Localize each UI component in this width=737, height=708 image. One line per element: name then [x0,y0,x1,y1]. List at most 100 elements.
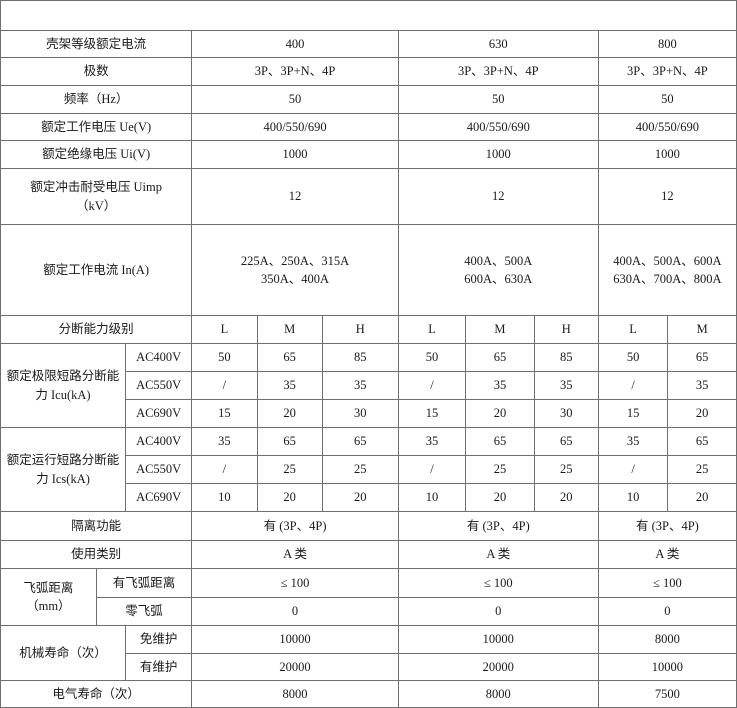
cell-icu-ac400v-800-m: 65 [667,343,737,372]
cell-frame-rating-400: 400 [191,30,399,58]
sub-label-icu-ac550v: AC550V [124,371,193,400]
cell-ics-ac400v-800-m: 65 [667,427,737,456]
cell-arc-zero-630: 0 [397,597,599,626]
cell-ics-ac550v-630-l: / [397,455,467,484]
cell-icu-ac550v-630-h: 35 [533,371,599,400]
cell-ics-ac550v-630-m: 25 [465,455,535,484]
cell-ics-ac550v-400-m: 25 [256,455,323,484]
table-row-icu-ac400v: 额定极限短路分断能力 Icu(kA) AC400V 50 65 85 50 65… [0,343,737,428]
row-label-utilization: 使用类别 [0,540,193,569]
row-label-breaking-grade: 分断能力级别 [0,315,193,344]
cell-ics-ac400v-800-l: 35 [597,427,669,456]
cell-icu-ac550v-630-m: 35 [465,371,535,400]
cell-icu-ac550v-630-l: / [397,371,467,400]
row-label-frame-rating: 壳架等级额定电流 [0,30,193,58]
sub-label-arc-with: 有飞弧距离 [95,568,193,598]
table-row-breaking-grade: 分断能力级别 L M H L M H L M [0,315,737,344]
cell-frequency-800: 50 [597,85,737,114]
row-label-ui: 额定绝缘电压 Ui(V) [0,140,193,169]
cell-uimp-800: 12 [597,168,737,225]
table-row-ics-ac400v: 额定运行短路分断能力 Ics(kA) AC400V 35 65 65 35 65… [0,427,737,512]
cell-arc-with-400: ≤ 100 [191,568,399,598]
cell-icu-ac690v-800-l: 15 [597,399,669,428]
cell-mech-maint-800: 10000 [597,653,737,681]
cell-ics-ac400v-630-l: 35 [397,427,467,456]
table-row-ics-ac550v: AC550V / 25 25 / 25 25 / 25 [1,455,737,484]
cell-ics-ac400v-400-h: 65 [321,427,399,456]
sub-label-ics-ac550v: AC550V [124,455,193,484]
cell-isolation-630: 有 (3P、4P) [397,511,599,541]
cell-ui-800: 1000 [597,140,737,169]
sub-label-icu-ac400v: AC400V [124,343,193,372]
grade-header-400-h: H [321,315,399,344]
cell-icu-ac400v-630-l: 50 [397,343,467,372]
cell-icu-ac400v-630-h: 85 [533,343,599,372]
table-row-isolation: 隔离功能 有 (3P、4P) 有 (3P、4P) 有 (3P、4P) [0,511,737,541]
table-title-row: 基本信息 [0,0,737,31]
cell-isolation-400: 有 (3P、4P) [191,511,399,541]
cell-in-630: 400A、500A 600A、630A [397,224,599,316]
cell-icu-ac550v-400-m: 35 [256,371,323,400]
cell-uimp-400: 12 [191,168,399,225]
cell-arc-with-630: ≤ 100 [397,568,599,598]
table-row-icu-ac690v: AC690V 15 20 30 15 20 30 15 20 [1,399,737,428]
cell-isolation-800: 有 (3P、4P) [597,511,737,541]
cell-icu-ac690v-400-h: 30 [321,399,399,428]
cell-electrical-life-800: 7500 [597,680,737,708]
cell-ics-ac400v-400-m: 65 [256,427,323,456]
cell-icu-ac550v-400-l: / [191,371,258,400]
page-title: 基本信息 [0,0,737,31]
cell-poles-800: 3P、3P+N、4P [597,57,737,86]
cell-arc-with-800: ≤ 100 [597,568,737,598]
table-row-poles: 极数 3P、3P+N、4P 3P、3P+N、4P 3P、3P+N、4P [0,57,737,86]
cell-frequency-400: 50 [191,85,399,114]
cell-ics-ac550v-800-l: / [597,455,669,484]
table-row-arc-distance-with: 飞弧距离 （mm） 有飞弧距离 ≤ 100 ≤ 100 ≤ 100 [0,568,737,626]
cell-mech-maint-400: 20000 [191,653,399,681]
cell-mech-free-800: 8000 [597,625,737,654]
cell-mech-maint-630: 20000 [397,653,599,681]
cell-icu-ac690v-800-m: 20 [667,399,737,428]
cell-icu-ac400v-800-l: 50 [597,343,669,372]
cell-poles-630: 3P、3P+N、4P [397,57,599,86]
cell-ics-ac690v-400-l: 10 [191,483,258,512]
cell-ics-ac550v-400-h: 25 [321,455,399,484]
cell-ics-ac400v-630-h: 65 [533,427,599,456]
cell-frame-rating-630: 630 [397,30,599,58]
grade-header-800-m: M [667,315,737,344]
sub-label-ics-ac400v: AC400V [124,427,193,456]
table-row-uimp: 额定冲击耐受电压 Uimp （kV） 12 12 12 [0,168,737,225]
row-label-arc-distance: 飞弧距离 （mm） [0,568,97,626]
cell-mech-free-630: 10000 [397,625,599,654]
grade-header-630-h: H [533,315,599,344]
sub-label-arc-zero: 零飞弧 [95,597,193,626]
sub-label-maintained: 有维护 [124,653,193,681]
cell-frame-rating-800: 800 [597,30,737,58]
cell-ics-ac690v-400-m: 20 [256,483,323,512]
cell-utilization-800: A 类 [597,540,737,569]
table-row-arc-distance-zero: 零飞弧 0 0 0 [1,597,737,626]
table-row-in: 额定工作电流 In(A) 225A、250A、315A 350A、400A 40… [0,224,737,316]
cell-ue-800: 400/550/690 [597,113,737,141]
grade-header-400-m: M [256,315,323,344]
table-row-ui: 额定绝缘电压 Ui(V) 1000 1000 1000 [0,140,737,169]
cell-ics-ac550v-400-l: / [191,455,258,484]
table-row-utilization: 使用类别 A 类 A 类 A 类 [0,540,737,569]
cell-ics-ac690v-630-h: 20 [533,483,599,512]
table-row-mechanical-life-maintained: 有维护 20000 20000 10000 [1,653,737,681]
cell-ue-630: 400/550/690 [397,113,599,141]
cell-ics-ac690v-630-l: 10 [397,483,467,512]
grade-header-400-l: L [191,315,258,344]
cell-icu-ac690v-630-l: 15 [397,399,467,428]
cell-icu-ac400v-630-m: 65 [465,343,535,372]
cell-arc-zero-400: 0 [191,597,399,626]
row-label-isolation: 隔离功能 [0,511,193,541]
cell-icu-ac690v-630-m: 20 [465,399,535,428]
row-label-ics: 额定运行短路分断能力 Ics(kA) [0,427,126,512]
cell-poles-400: 3P、3P+N、4P [191,57,399,86]
cell-icu-ac690v-630-h: 30 [533,399,599,428]
table-row-icu-ac550v: AC550V / 35 35 / 35 35 / 35 [1,371,737,400]
cell-ics-ac690v-800-m: 20 [667,483,737,512]
row-label-frequency: 频率（Hz） [0,85,193,114]
